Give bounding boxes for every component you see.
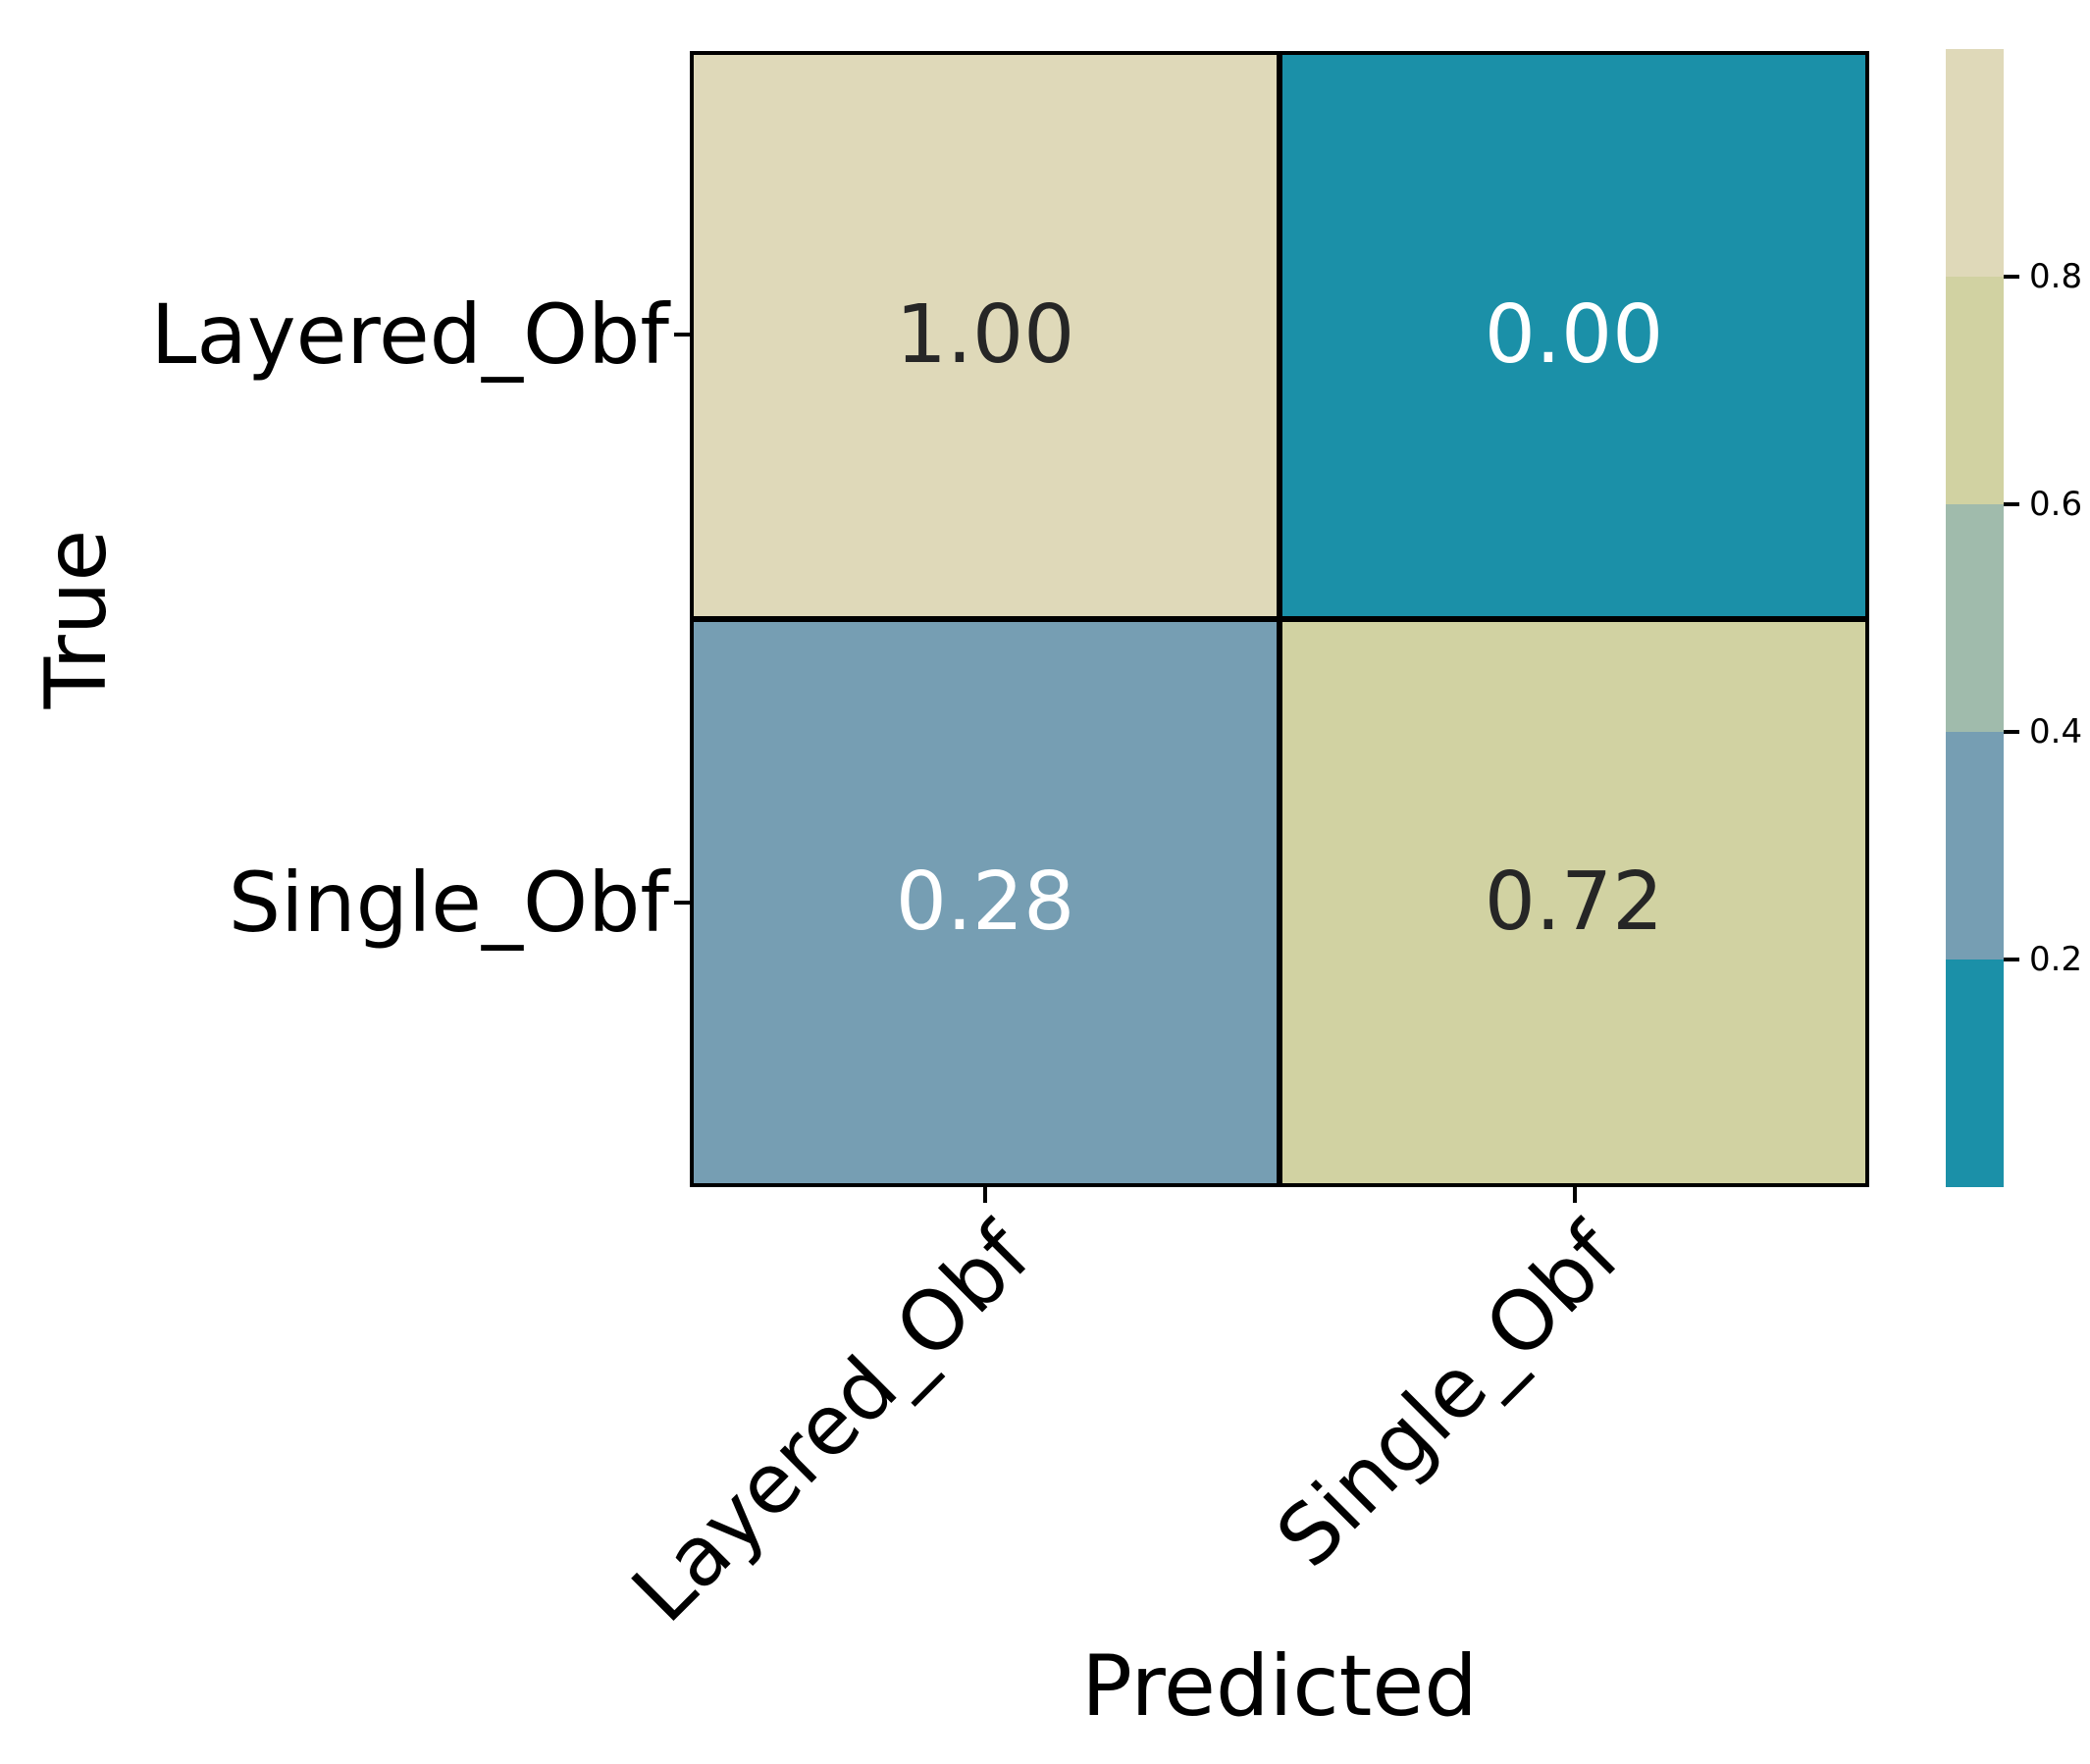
colorbar-tick-label: 0.8 [2029,257,2083,296]
heatmap-cell-true-single-pred-layered: 0.28 [694,622,1277,1183]
colorbar-tick-label: 0.4 [2029,712,2083,752]
heatmap-cell-true-single-pred-single: 0.72 [1282,622,1865,1183]
colorbar-band-0.8-1.0 [1946,49,2004,277]
x-tick-mark [1573,1187,1577,1203]
colorbar-tick-label: 0.2 [2029,940,2083,979]
colorbar-band-0.6-0.8 [1946,277,2004,504]
colorbar-tick-mark [2004,502,2019,506]
colorbar-band-0.0-0.2 [1946,960,2004,1187]
heatmap-cell-true-layered-pred-layered: 1.00 [694,55,1277,616]
y-axis-title: True [27,529,126,709]
x-tick-mark [983,1187,987,1203]
colorbar: 0.8 0.6 0.4 0.2 [1946,49,2082,1187]
colorbar-band-0.2-0.4 [1946,732,2004,960]
heatmap-cell-true-layered-pred-single: 0.00 [1282,55,1865,616]
colorbar-tick-mark [2004,275,2019,279]
colorbar-band-0.4-0.6 [1946,504,2004,732]
colorbar-tick-mark [2004,730,2019,734]
y-tick-label-single-obf: Single_Obf [228,855,669,951]
y-tick-mark [674,901,690,905]
heatmap-grid: 1.00 0.00 0.28 0.72 [690,51,1869,1187]
colorbar-tick-label: 0.6 [2029,485,2083,524]
y-tick-label-layered-obf: Layered_Obf [150,286,669,383]
colorbar-tick-mark [2004,958,2019,961]
x-axis-title: Predicted [1081,1637,1478,1736]
y-tick-mark [674,333,690,337]
